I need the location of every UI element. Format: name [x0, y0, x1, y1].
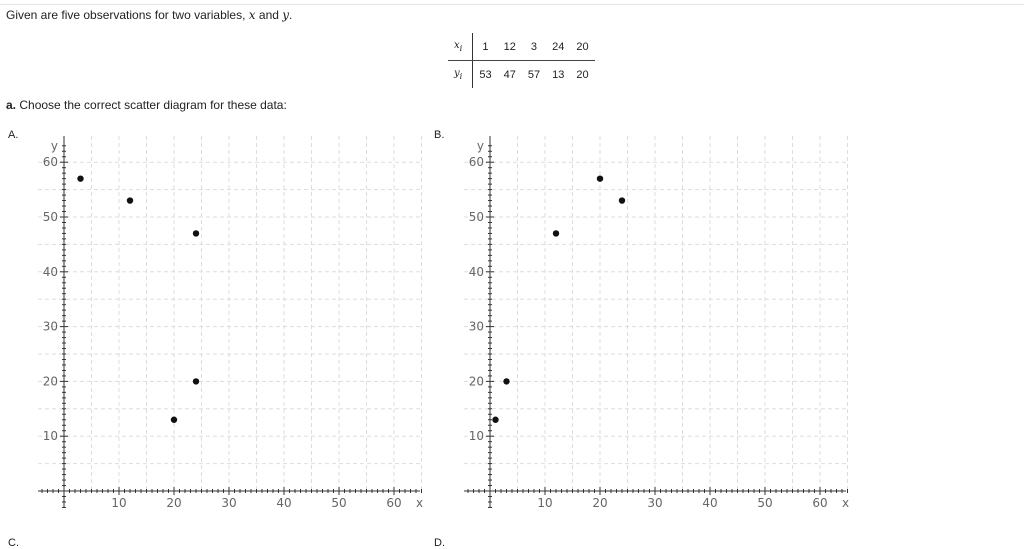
table-cell: 3 — [521, 33, 547, 61]
data-point — [596, 175, 604, 182]
option-d-label[interactable]: D. — [434, 537, 445, 549]
var-x: x — [248, 8, 256, 22]
x-tick-label: 20 — [592, 496, 607, 510]
data-point — [126, 197, 134, 204]
x-tick-label: 50 — [331, 496, 346, 510]
y-tick-label: 50 — [43, 210, 58, 224]
y-tick-label: 40 — [43, 265, 58, 279]
y-tick-label: 10 — [43, 429, 58, 443]
x-tick-label: 60 — [386, 496, 401, 510]
scatter-chart-a[interactable]: 10 20 30 40 50 60 10 20 30 40 50 60 x y — [0, 128, 425, 514]
x-tick-label: 20 — [166, 496, 181, 510]
table-cell: 47 — [503, 68, 516, 81]
x-tick-label: 40 — [702, 496, 717, 510]
table-cell: 12 — [497, 33, 522, 61]
data-point — [492, 416, 499, 423]
top-divider — [0, 4, 1024, 5]
y-axis-label: y — [477, 139, 484, 153]
y-tick-label: 20 — [469, 374, 484, 388]
x-tick-label: 10 — [537, 496, 552, 510]
y-tick-label: 40 — [469, 265, 484, 279]
y-tick-label: 50 — [469, 210, 484, 224]
table-cell: 13 — [552, 68, 565, 81]
option-b-label[interactable]: B. — [434, 129, 445, 141]
y-tick-label: 30 — [469, 320, 484, 334]
data-point — [552, 230, 560, 237]
table-cell: 1 — [472, 33, 498, 61]
data-point — [503, 378, 510, 385]
table-row-header-x: xi — [448, 33, 474, 61]
table-cell: 20 — [576, 68, 589, 81]
table-row-x: xi 1 12 3 24 20 — [448, 33, 595, 61]
x-axis-label: x — [416, 496, 423, 510]
x-tick-label: 10 — [111, 496, 126, 510]
intro-text: Given are five observations for two vari… — [6, 8, 293, 22]
data-point — [192, 230, 200, 237]
data-point — [170, 416, 178, 423]
x-tick-label: 50 — [757, 496, 772, 510]
y-tick-label: 20 — [43, 374, 58, 388]
x-tick-label: 40 — [276, 496, 291, 510]
table-cell: 20 — [570, 33, 595, 61]
y-axis-label: y — [51, 139, 58, 153]
table-cell: 57 — [527, 68, 541, 81]
x-tick-label: 60 — [812, 496, 827, 510]
option-c-label[interactable]: C. — [8, 537, 19, 549]
y-tick-label: 10 — [469, 429, 484, 443]
x-axis-label: x — [842, 496, 849, 510]
data-point — [77, 175, 84, 182]
table-row-header-y: yi — [448, 60, 474, 88]
table-row-y: yi 53 47 57 13 20 — [448, 60, 595, 88]
x-tick-label: 30 — [221, 496, 236, 510]
observations-table: xi 1 12 3 24 20 yi 53 47 57 13 20 — [448, 33, 595, 88]
y-tick-label: 60 — [43, 155, 58, 169]
data-point — [618, 197, 626, 204]
y-tick-label: 60 — [469, 155, 484, 169]
x-tick-label: 30 — [647, 496, 662, 510]
scatter-chart-b[interactable]: 10 20 30 40 50 60 10 20 30 40 50 60 x y — [426, 128, 851, 514]
table-cell: 24 — [546, 33, 571, 61]
table-cell: 53 — [479, 68, 492, 81]
question-a: a. Choose the correct scatter diagram fo… — [6, 98, 287, 112]
var-y: y — [282, 8, 290, 22]
data-point — [192, 378, 200, 385]
option-a-label[interactable]: A. — [8, 129, 19, 141]
y-tick-label: 30 — [43, 320, 58, 334]
